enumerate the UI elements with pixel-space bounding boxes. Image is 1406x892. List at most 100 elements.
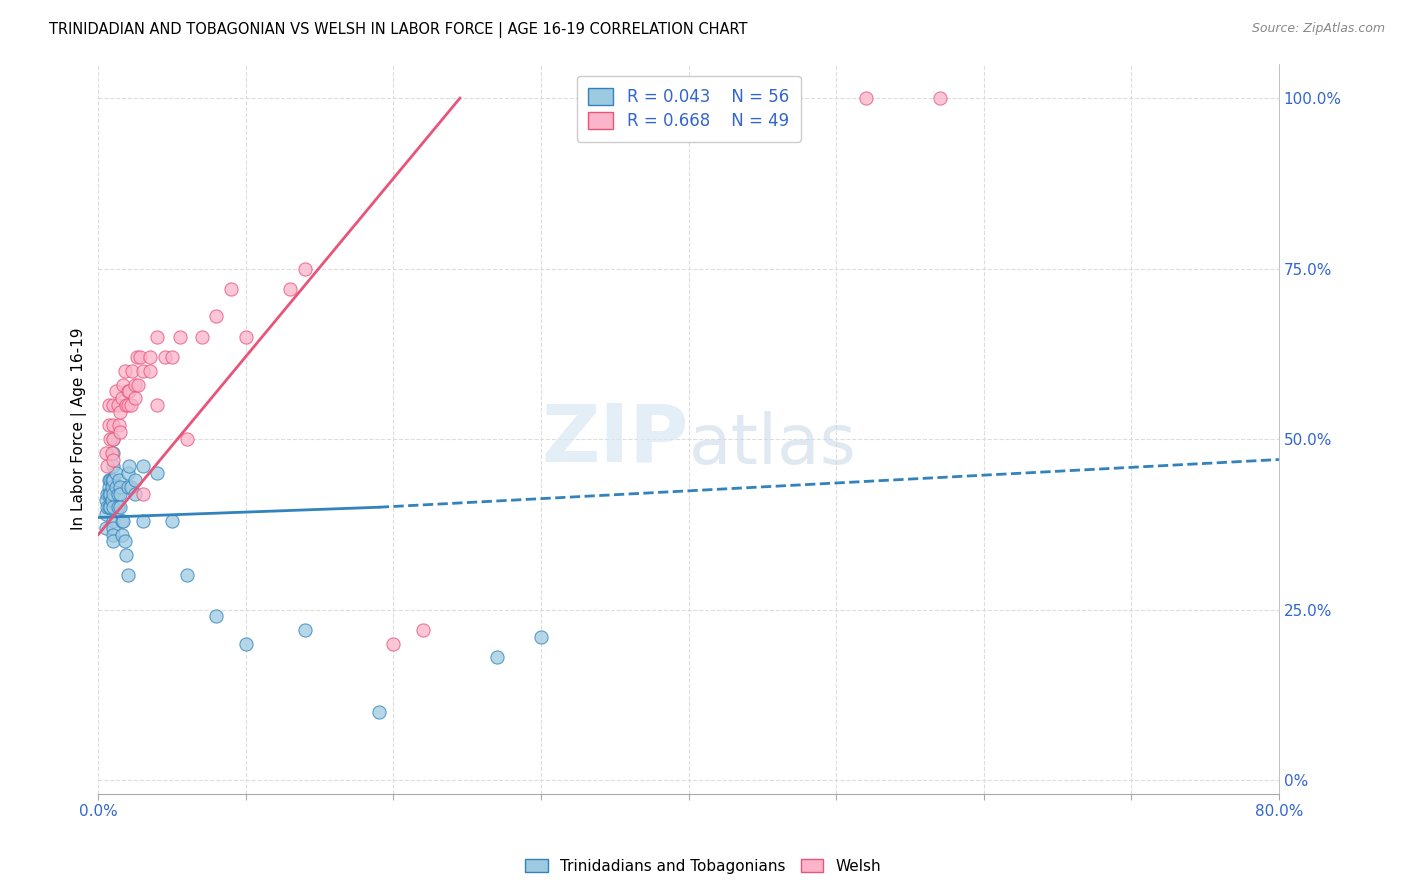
Point [101,514,124,528]
Point [146,330,169,344]
Point [131,459,153,474]
Point [128,350,150,364]
Point [121,364,143,378]
Text: TRINIDADIAN AND TOBAGONIAN VS WELSH IN LABOR FORCE | AGE 16-19 CORRELATION CHART: TRINIDADIAN AND TOBAGONIAN VS WELSH IN L… [49,22,748,38]
Point [117,480,139,494]
Point [928,91,950,105]
Point [107,398,129,412]
Point [96,500,118,515]
Point [97,480,120,494]
Point [412,623,434,637]
Point [278,282,301,296]
Legend: R = 0.043    N = 56, R = 0.668    N = 49: R = 0.043 N = 56, R = 0.668 N = 49 [576,76,800,142]
Point [97,486,120,500]
Point [124,486,146,500]
Point [139,350,162,364]
Point [100,446,122,460]
Point [127,377,149,392]
Point [101,446,124,460]
Legend: Trinidadians and Tobagonians, Welsh: Trinidadians and Tobagonians, Welsh [519,853,887,880]
Point [101,452,124,467]
Point [131,364,153,378]
Point [108,473,131,487]
Point [139,364,162,378]
Point [114,364,136,378]
Point [146,466,169,480]
Point [101,398,124,412]
Point [235,330,257,344]
Point [98,432,121,446]
Point [219,282,242,296]
Point [855,91,877,105]
Text: Source: ZipAtlas.com: Source: ZipAtlas.com [1251,22,1385,36]
Point [153,350,176,364]
Point [530,630,553,644]
Point [96,486,118,500]
Point [94,446,117,460]
Point [98,486,121,500]
Point [101,486,124,500]
Point [94,493,117,508]
Point [117,384,139,399]
Point [124,391,146,405]
Point [111,514,134,528]
Point [101,418,124,433]
Point [105,480,128,494]
Point [205,310,228,324]
Point [101,527,124,541]
Point [97,398,120,412]
Point [169,330,191,344]
Point [107,500,129,515]
Point [118,459,141,474]
Point [100,480,122,494]
Point [146,398,169,412]
Point [97,500,120,515]
Point [101,432,124,446]
Point [112,377,135,392]
Point [118,384,141,399]
Point [485,650,508,665]
Point [101,473,124,487]
Point [367,705,389,719]
Point [176,432,198,446]
Point [117,568,139,582]
Point [110,500,132,515]
Point [131,514,153,528]
Point [94,521,117,535]
Text: ZIP: ZIP [541,401,689,479]
Point [105,466,128,480]
Point [111,391,134,405]
Point [101,521,124,535]
Point [115,548,138,562]
Point [294,261,316,276]
Point [98,473,121,487]
Point [124,377,146,392]
Point [190,330,212,344]
Point [131,486,153,500]
Point [115,398,138,412]
Point [110,425,132,440]
Point [107,486,129,500]
Point [100,493,122,508]
Point [205,609,228,624]
Point [160,350,183,364]
Point [114,534,136,549]
Point [110,486,132,500]
Point [176,568,198,582]
Y-axis label: In Labor Force | Age 16-19: In Labor Force | Age 16-19 [72,327,87,530]
Point [160,514,183,528]
Point [120,398,142,412]
Point [382,637,405,651]
Point [110,405,132,419]
Point [101,534,124,549]
Point [97,418,120,433]
Point [117,398,139,412]
Point [96,459,118,474]
Point [94,507,117,521]
Point [97,473,120,487]
Point [101,432,124,446]
Point [108,418,131,433]
Point [100,473,122,487]
Point [294,623,316,637]
Point [98,500,121,515]
